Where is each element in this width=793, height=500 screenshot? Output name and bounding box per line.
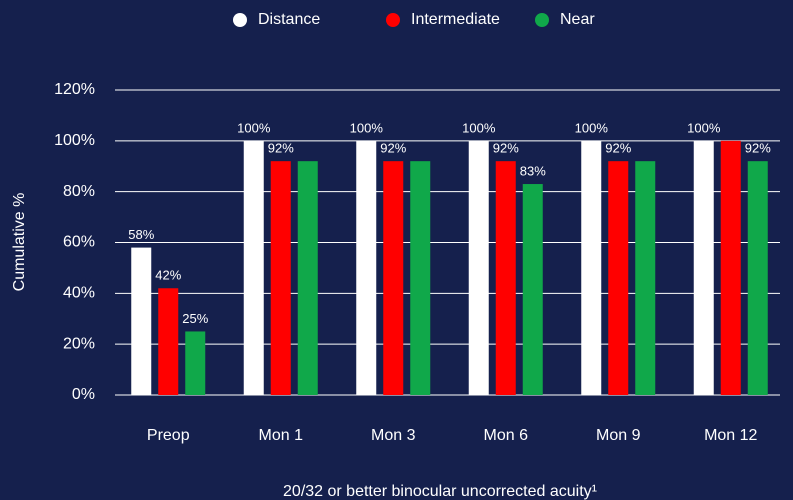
bar (297, 161, 318, 395)
x-tick-label: Preop (147, 427, 190, 444)
bar (720, 140, 741, 395)
y-tick-label: 120% (54, 81, 95, 98)
bar (131, 247, 152, 395)
x-tick-label: Mon 6 (484, 427, 529, 444)
data-label: 25% (182, 311, 208, 326)
y-tick-label: 80% (63, 183, 95, 200)
x-tick-label: Mon 9 (596, 427, 641, 444)
y-tick-label: 100% (54, 132, 95, 149)
data-label: 92% (493, 141, 519, 156)
legend-label: Intermediate (411, 11, 500, 28)
data-label: 100% (350, 120, 384, 135)
legend-label: Near (560, 11, 595, 28)
bar (608, 161, 629, 395)
data-label: 92% (605, 141, 631, 156)
y-tick-label: 60% (63, 234, 95, 251)
bar (270, 161, 291, 395)
data-label: 42% (155, 268, 181, 283)
bar (383, 161, 404, 395)
x-axis-label: 20/32 or better binocular uncorrected ac… (283, 483, 597, 500)
bar (495, 161, 516, 395)
bar (410, 161, 431, 395)
bar (356, 140, 377, 395)
x-tick-label: Mon 1 (259, 427, 304, 444)
y-axis-label: Cumulative % (11, 193, 28, 292)
y-tick-label: 40% (63, 285, 95, 302)
legend-swatch (233, 13, 247, 27)
data-label: 83% (520, 163, 546, 178)
data-label: 58% (128, 227, 154, 242)
bar (581, 140, 602, 395)
data-label: 100% (575, 120, 609, 135)
data-label: 92% (745, 141, 771, 156)
bar (522, 184, 543, 395)
bar (693, 140, 714, 395)
bar (468, 140, 489, 395)
bar (185, 331, 206, 395)
legend-swatch (386, 13, 400, 27)
bar (747, 161, 768, 395)
data-label: 100% (237, 120, 271, 135)
y-tick-label: 20% (63, 335, 95, 352)
y-tick-label: 0% (72, 386, 95, 403)
bar (158, 288, 179, 395)
data-label: 92% (380, 141, 406, 156)
x-tick-label: Mon 12 (704, 427, 757, 444)
bar (635, 161, 656, 395)
x-tick-label: Mon 3 (371, 427, 416, 444)
data-label: 100% (462, 120, 496, 135)
legend-label: Distance (258, 11, 320, 28)
legend-swatch (535, 13, 549, 27)
data-label: 100% (687, 120, 721, 135)
data-label: 92% (268, 141, 294, 156)
bar (243, 140, 264, 395)
